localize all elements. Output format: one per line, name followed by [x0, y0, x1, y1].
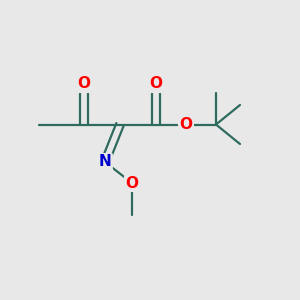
- Text: N: N: [99, 154, 111, 169]
- Text: O: O: [149, 76, 163, 92]
- Text: O: O: [179, 117, 193, 132]
- Text: O: O: [125, 176, 139, 190]
- Text: O: O: [77, 76, 91, 92]
